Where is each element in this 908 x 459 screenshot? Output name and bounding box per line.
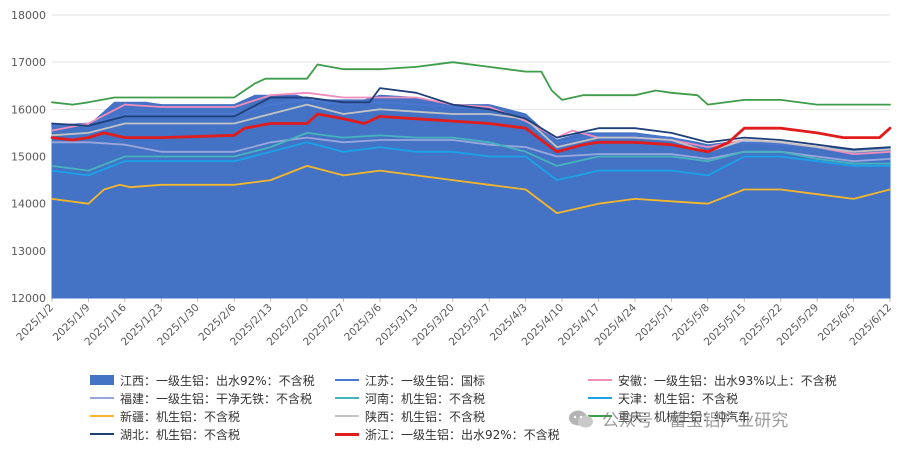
y-tick-label: 17000: [11, 56, 46, 69]
legend-swatch: [335, 397, 359, 399]
series-line-8: [51, 61, 891, 106]
y-tick-label: 13000: [11, 245, 46, 258]
y-tick-label: 18000: [11, 9, 46, 22]
legend-swatch: [335, 432, 359, 436]
legend-item[interactable]: 新疆：机生铝：不含税: [90, 408, 240, 424]
legend-item[interactable]: 湖北：机生铝：不含税: [90, 426, 240, 442]
legend-swatch: [588, 397, 612, 399]
series-area-0: [51, 94, 891, 299]
legend-item[interactable]: 福建：一级生铝：干净无铁：不含税: [90, 390, 312, 406]
legend-label: 河南：机生铝：不含税: [365, 391, 486, 406]
legend-swatch: [90, 397, 114, 399]
legend-item[interactable]: 河南：机生铝：不含税: [335, 390, 485, 406]
wechat-icon: [569, 410, 593, 427]
y-tick-label: 12000: [11, 292, 46, 305]
legend-item[interactable]: 安徽：一级生铝：出水93%以上：不含税: [588, 372, 837, 388]
legend-swatch: [335, 379, 359, 381]
legend-swatch: [90, 433, 114, 435]
legend-swatch: [90, 415, 114, 417]
legend-label: 新疆：机生铝：不含税: [120, 409, 241, 424]
legend-label: 重庆：机械生铝：纯汽车: [618, 409, 751, 424]
legend-label: 江西：一级生铝：出水92%：不含税: [120, 373, 315, 388]
y-tick-label: 15000: [11, 151, 46, 164]
series-line-10: [50, 112, 892, 154]
legend-item[interactable]: 天津：机生铝：不含税: [588, 390, 738, 406]
legend-label: 江苏：一级生铝：国标: [365, 373, 486, 388]
y-tick-label: 16000: [11, 103, 46, 116]
watermark-text: 公众号 · 蕾宝铝产业研究: [602, 411, 789, 431]
legend-label: 浙江：一级生铝：出水92%：不含税: [365, 427, 560, 442]
legend-swatch: [588, 415, 612, 417]
series-line-9: [51, 87, 891, 151]
legend-label: 安徽：一级生铝：出水93%以上：不含税: [618, 373, 837, 388]
legend-swatch: [335, 415, 359, 417]
watermark: 公众号 · 蕾宝铝产业研究: [568, 406, 788, 431]
series-line-5: [51, 141, 891, 181]
legend-item[interactable]: 陕西：机生铝：不含税: [335, 408, 485, 424]
legend-item[interactable]: 江苏：一级生铝：国标: [335, 372, 485, 388]
series-line-7: [51, 103, 891, 153]
legend-item[interactable]: 江西：一级生铝：出水92%：不含税: [90, 372, 315, 388]
y-tick-label: 14000: [11, 198, 46, 211]
legend-label: 湖北：机生铝：不含税: [120, 427, 241, 442]
legend-swatch: [90, 375, 114, 385]
legend-swatch: [588, 379, 612, 381]
legend-item[interactable]: 浙江：一级生铝：出水92%：不含税: [335, 426, 560, 442]
legend-label: 天津：机生铝：不含税: [618, 391, 739, 406]
legend-label: 福建：一级生铝：干净无铁：不含税: [120, 391, 313, 406]
x-tick-label: 2025/5/1: [634, 302, 676, 344]
x-tick-label: 2025/1/2: [14, 302, 56, 344]
legend-label: 陕西：机生铝：不含税: [365, 409, 486, 424]
series-line-6: [51, 165, 891, 214]
series-line-4: [51, 132, 891, 172]
legend-item[interactable]: 重庆：机械生铝：纯汽车: [588, 408, 750, 424]
